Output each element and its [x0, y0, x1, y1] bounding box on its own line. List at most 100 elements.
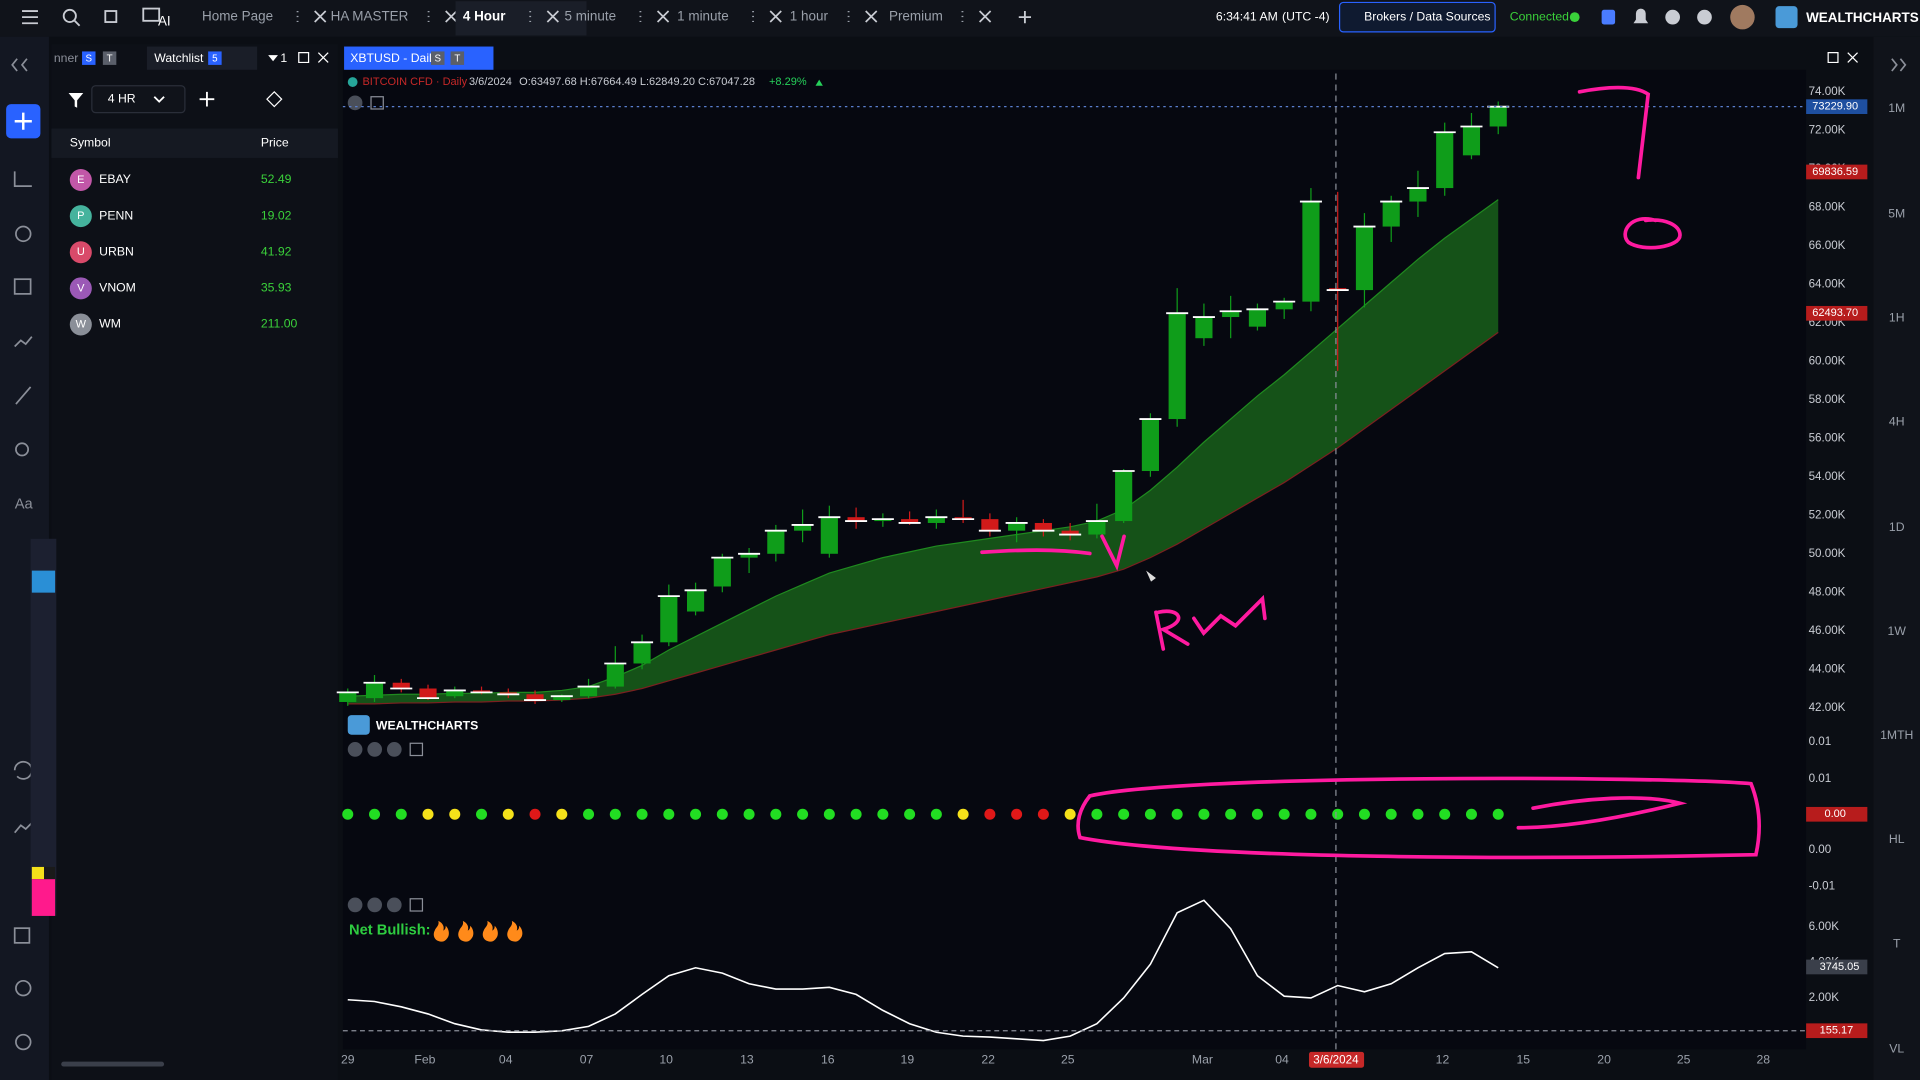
tab-label[interactable]: HA MASTER: [331, 9, 409, 24]
help-icon[interactable]: [1697, 9, 1712, 25]
tab-close[interactable]: [978, 10, 992, 23]
expand-icon[interactable]: [1891, 58, 1907, 72]
eraser-icon[interactable]: [266, 90, 283, 108]
tab-close[interactable]: [445, 10, 458, 23]
signal-dot: [930, 808, 942, 820]
timeframe[interactable]: 5M: [1888, 207, 1905, 221]
badge: [102, 51, 117, 65]
status: Connected: [1510, 9, 1569, 23]
candle-body: [954, 517, 972, 520]
signal-dot: [663, 808, 675, 820]
symbol-icon: [69, 313, 92, 336]
draw-tool-active[interactable]: [31, 570, 56, 593]
symbol[interactable]: PENN: [99, 208, 133, 222]
tab-close[interactable]: [656, 10, 670, 23]
tab-close[interactable]: [546, 10, 559, 23]
symbol[interactable]: URBN: [99, 244, 134, 258]
tab-close[interactable]: [314, 10, 327, 23]
symbol[interactable]: VNOM: [99, 281, 136, 295]
x-tick-label: 04: [499, 1053, 513, 1067]
timeframe[interactable]: 1M: [1888, 101, 1905, 115]
tab-close[interactable]: [769, 10, 782, 23]
watchlist-panel: [51, 44, 338, 1080]
menu-icon[interactable]: [22, 10, 38, 25]
tool[interactable]: [14, 336, 33, 348]
panel-control: [386, 742, 402, 757]
timeframe[interactable]: 1H: [1889, 311, 1905, 325]
tab-label[interactable]: 4 Hour: [463, 9, 506, 24]
color-black[interactable]: [44, 866, 56, 880]
signal-dot: [449, 808, 461, 820]
symbol-icon: [69, 205, 92, 228]
candle-body: [579, 686, 598, 697]
badge-label: T: [107, 53, 113, 64]
filter-icon[interactable]: [68, 93, 84, 108]
x-tick-label: Mar: [1192, 1053, 1213, 1067]
signal-dot: [743, 808, 755, 820]
timeframe[interactable]: HL: [1889, 832, 1905, 846]
text-tool[interactable]: Aa: [15, 496, 34, 512]
panel-control: [367, 742, 383, 757]
signal-dot: [395, 808, 407, 820]
price-tick-label: 60.00K: [1809, 354, 1846, 367]
x-tick-label: 28: [1756, 1053, 1770, 1067]
tool[interactable]: [13, 171, 32, 187]
color-pink[interactable]: [31, 879, 56, 916]
annotations: [980, 85, 1761, 860]
tool[interactable]: [15, 442, 30, 457]
tab-label[interactable]: 1 minute: [677, 9, 729, 24]
flame-icon: [482, 920, 498, 942]
bell-icon[interactable]: [1633, 8, 1649, 24]
avatar[interactable]: [1730, 4, 1755, 30]
panel-control: [347, 95, 363, 111]
settings-icon[interactable]: [1665, 9, 1680, 25]
tool[interactable]: [15, 1033, 32, 1051]
panel-controls[interactable]: [298, 52, 329, 64]
timeframe[interactable]: 4H: [1889, 415, 1905, 429]
tab-label[interactable]: 1 hour: [790, 9, 829, 24]
x-tick-label: 07: [580, 1053, 594, 1067]
dropdown-icons[interactable]: [153, 91, 215, 107]
tool[interactable]: [13, 927, 31, 944]
signal-dot: [690, 808, 702, 820]
symbol[interactable]: EBAY: [99, 172, 131, 186]
tab-label[interactable]: Premium: [889, 9, 943, 24]
tool[interactable]: [13, 278, 32, 295]
crosshair-date: 3/6/2024: [1313, 1053, 1359, 1066]
timeframe[interactable]: 1W: [1888, 624, 1907, 638]
tool[interactable]: [15, 225, 32, 243]
scrollbar[interactable]: [61, 1061, 165, 1067]
watchlist-tab[interactable]: [146, 46, 258, 70]
ai-icon[interactable]: [142, 7, 161, 22]
color-yellow[interactable]: [31, 866, 45, 880]
layout-icon[interactable]: [104, 10, 118, 23]
timeframe[interactable]: T: [1893, 936, 1901, 950]
interval-dropdown[interactable]: [91, 85, 186, 114]
timeframe[interactable]: 1MTH: [1880, 728, 1913, 742]
search-icon[interactable]: [62, 8, 77, 23]
candle-body: [1462, 126, 1481, 156]
signal-dot: [342, 808, 354, 820]
oscillator-tick-label: 0.00: [1809, 843, 1832, 856]
tab-label[interactable]: Home Page: [202, 9, 273, 24]
chart-controls[interactable]: [1827, 52, 1858, 64]
add-tab[interactable]: [1018, 11, 1032, 24]
tab-label[interactable]: 5 minute: [564, 9, 616, 24]
tool[interactable]: [14, 822, 33, 834]
candle-body: [1355, 226, 1374, 291]
brokers-button[interactable]: [1338, 1, 1496, 33]
price-tick-label: 56.00K: [1809, 431, 1846, 444]
save-icon[interactable]: [1601, 9, 1616, 25]
symbol[interactable]: WM: [99, 317, 121, 331]
signal-dot: [1465, 808, 1477, 820]
collapse-icon[interactable]: [11, 58, 28, 72]
timeframe[interactable]: VL: [1889, 1042, 1904, 1056]
tool[interactable]: [15, 979, 32, 997]
sentiment-tick-label: 6.00K: [1809, 920, 1840, 933]
candle-body: [820, 517, 838, 554]
legend-name: BITCOIN CFD · Daily: [362, 76, 467, 88]
timeframe[interactable]: 1D: [1889, 520, 1905, 534]
panel-control: [347, 897, 363, 913]
tab-close[interactable]: [865, 10, 878, 23]
tool[interactable]: [15, 386, 32, 405]
